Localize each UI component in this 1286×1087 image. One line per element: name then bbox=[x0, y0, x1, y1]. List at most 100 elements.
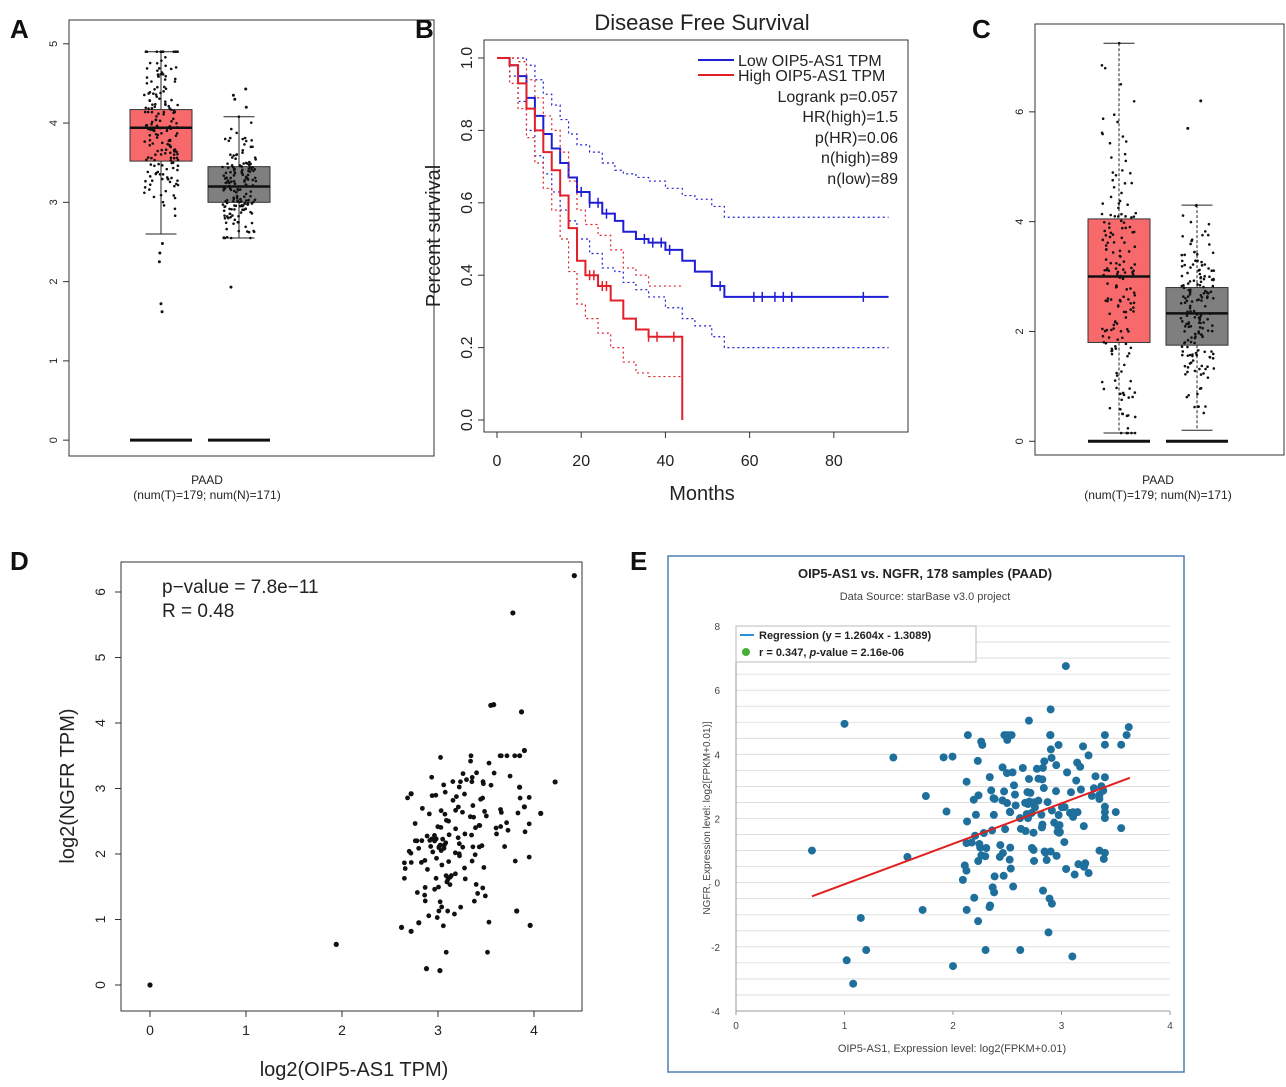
jitter-point bbox=[163, 152, 167, 155]
jitter-point bbox=[150, 179, 154, 182]
scatter-point bbox=[1100, 802, 1109, 811]
jitter-point bbox=[1118, 263, 1121, 267]
jitter-point bbox=[1201, 335, 1204, 339]
scatter-point bbox=[1052, 787, 1061, 796]
scatter-point bbox=[462, 831, 468, 837]
scatter-point bbox=[408, 928, 414, 934]
panel-b-plot-area bbox=[497, 57, 889, 420]
jitter-point bbox=[244, 207, 248, 211]
jitter-point bbox=[240, 200, 243, 203]
stat-n-low: n(low)=89 bbox=[827, 171, 898, 188]
jitter-point bbox=[1115, 322, 1119, 325]
jitter-point bbox=[230, 127, 233, 131]
jitter-point bbox=[175, 132, 179, 135]
jitter-point bbox=[1189, 361, 1193, 364]
scatter-point bbox=[440, 923, 446, 929]
jitter-point bbox=[1206, 365, 1209, 369]
jitter-point bbox=[1211, 357, 1215, 360]
jitter-point bbox=[1104, 341, 1108, 345]
stat-hr: HR(high)=1.5 bbox=[802, 109, 898, 126]
survival-curve-low bbox=[497, 57, 889, 298]
jitter-point bbox=[164, 74, 167, 78]
scatter-point bbox=[477, 823, 483, 828]
jitter-point bbox=[244, 199, 248, 202]
scatter-point bbox=[1072, 776, 1081, 785]
jitter-point bbox=[1117, 202, 1121, 205]
jitter-point bbox=[160, 141, 164, 145]
scatter-point bbox=[470, 803, 476, 808]
panel-d-plot-frame bbox=[120, 561, 583, 1012]
scatter-point bbox=[1076, 785, 1085, 794]
jitter-point bbox=[1211, 284, 1215, 288]
x-tick-label: 60 bbox=[741, 453, 759, 470]
scatter-point bbox=[1027, 843, 1036, 852]
scatter-point bbox=[462, 876, 468, 882]
scatter-point bbox=[428, 844, 434, 849]
scatter-point bbox=[527, 922, 533, 928]
jitter-point bbox=[165, 167, 169, 171]
jitter-point bbox=[1115, 371, 1118, 375]
box-iqr bbox=[129, 109, 193, 162]
jitter-point bbox=[1102, 340, 1106, 344]
jitter-point bbox=[1109, 298, 1113, 301]
jitter-point bbox=[1107, 336, 1111, 339]
jitter-point bbox=[176, 179, 179, 182]
jitter-point bbox=[170, 119, 173, 123]
scatter-point bbox=[1124, 723, 1133, 732]
jitter-point bbox=[230, 163, 234, 167]
jitter-point bbox=[1193, 316, 1197, 319]
jitter-point bbox=[1129, 171, 1132, 175]
y-tick-label: 0 bbox=[1014, 438, 1026, 444]
scatter-point bbox=[472, 852, 478, 858]
jitter-point bbox=[1204, 367, 1207, 371]
jitter-point bbox=[1114, 344, 1117, 348]
jitter-point bbox=[248, 160, 251, 164]
scatter-point bbox=[468, 753, 474, 759]
jitter-point bbox=[1189, 310, 1192, 313]
jitter-point bbox=[1132, 301, 1136, 305]
panel-a-y-axis: 0 1 2 3 4 5 bbox=[48, 41, 69, 443]
scatter-point bbox=[1042, 856, 1051, 865]
jitter-point bbox=[1106, 241, 1110, 245]
jitter-point bbox=[1111, 178, 1115, 182]
jitter-point bbox=[1134, 211, 1138, 215]
jitter-point bbox=[170, 108, 173, 112]
jitter-point bbox=[1101, 327, 1104, 331]
scatter-point bbox=[452, 911, 457, 917]
jitter-point bbox=[1102, 220, 1106, 224]
scatter-point bbox=[1043, 798, 1052, 807]
stat-logrank: Logrank p=0.057 bbox=[777, 89, 898, 106]
outlier-point bbox=[1186, 126, 1190, 130]
jitter-point bbox=[146, 110, 150, 114]
jitter-point bbox=[169, 156, 173, 160]
jitter-point bbox=[150, 110, 154, 114]
scatter-point bbox=[518, 709, 525, 715]
jitter-point bbox=[1100, 212, 1104, 216]
scatter-point bbox=[990, 872, 999, 881]
jitter-point bbox=[1118, 199, 1122, 203]
jitter-point bbox=[145, 158, 148, 162]
jitter-point bbox=[1181, 295, 1185, 298]
jitter-point bbox=[1199, 386, 1203, 390]
jitter-point bbox=[1199, 280, 1203, 284]
jitter-point bbox=[1103, 268, 1106, 272]
scatter-point bbox=[840, 719, 849, 728]
jitter-point bbox=[1189, 242, 1192, 246]
scatter-point bbox=[419, 838, 425, 844]
scatter-point bbox=[1024, 774, 1033, 783]
jitter-point bbox=[1130, 266, 1133, 270]
jitter-point bbox=[1191, 263, 1195, 266]
jitter-point bbox=[246, 173, 250, 177]
outlier-point bbox=[229, 285, 233, 289]
scatter-point bbox=[1010, 790, 1019, 799]
jitter-point bbox=[1132, 215, 1136, 218]
jitter-point bbox=[1127, 250, 1131, 253]
scatter-point bbox=[942, 807, 951, 816]
jitter-point bbox=[1113, 379, 1117, 382]
jitter-point bbox=[1104, 258, 1108, 261]
jitter-point bbox=[155, 50, 159, 54]
jitter-point bbox=[238, 164, 241, 167]
jitter-point bbox=[1196, 392, 1199, 396]
scatter-point bbox=[446, 859, 452, 865]
jitter-point bbox=[1129, 287, 1132, 290]
